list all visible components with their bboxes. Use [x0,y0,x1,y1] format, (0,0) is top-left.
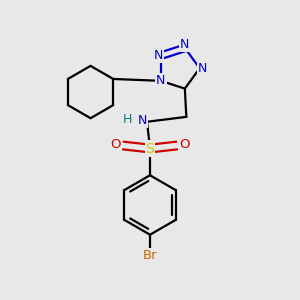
Text: N: N [180,38,190,51]
Text: O: O [111,138,121,151]
Text: N: N [198,62,207,75]
Text: N: N [153,49,163,62]
Text: N: N [156,74,166,87]
Text: Br: Br [143,249,157,262]
Text: S: S [146,142,154,155]
Text: O: O [179,138,189,151]
Text: N: N [138,114,147,128]
Text: H: H [123,113,132,126]
